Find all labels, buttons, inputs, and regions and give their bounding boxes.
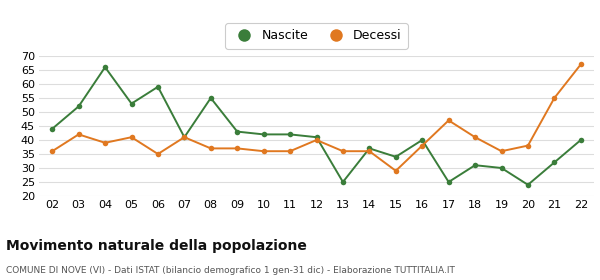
Decessi bbox=[313, 138, 320, 142]
Decessi bbox=[286, 150, 293, 153]
Nascite bbox=[233, 130, 241, 133]
Decessi bbox=[207, 147, 214, 150]
Decessi bbox=[551, 96, 558, 100]
Decessi bbox=[340, 150, 347, 153]
Nascite bbox=[101, 66, 109, 69]
Nascite bbox=[419, 138, 426, 142]
Decessi bbox=[128, 136, 135, 139]
Decessi bbox=[524, 144, 532, 147]
Nascite bbox=[49, 127, 56, 130]
Nascite bbox=[181, 136, 188, 139]
Decessi bbox=[392, 169, 400, 172]
Decessi bbox=[498, 150, 505, 153]
Decessi bbox=[577, 63, 584, 66]
Decessi bbox=[154, 152, 161, 156]
Nascite bbox=[472, 164, 479, 167]
Nascite bbox=[207, 96, 214, 100]
Nascite bbox=[524, 183, 532, 186]
Nascite bbox=[498, 166, 505, 170]
Nascite bbox=[286, 133, 293, 136]
Text: COMUNE DI NOVE (VI) - Dati ISTAT (bilancio demografico 1 gen-31 dic) - Elaborazi: COMUNE DI NOVE (VI) - Dati ISTAT (bilanc… bbox=[6, 266, 455, 275]
Nascite bbox=[577, 138, 584, 142]
Nascite bbox=[128, 102, 135, 105]
Decessi bbox=[472, 136, 479, 139]
Nascite bbox=[75, 105, 82, 108]
Decessi bbox=[419, 144, 426, 147]
Decessi bbox=[181, 136, 188, 139]
Nascite bbox=[392, 155, 400, 158]
Decessi bbox=[366, 150, 373, 153]
Decessi bbox=[445, 119, 452, 122]
Nascite bbox=[340, 180, 347, 184]
Decessi bbox=[260, 150, 267, 153]
Decessi bbox=[233, 147, 241, 150]
Decessi bbox=[49, 150, 56, 153]
Line: Decessi: Decessi bbox=[49, 62, 584, 174]
Decessi bbox=[75, 133, 82, 136]
Nascite bbox=[260, 133, 267, 136]
Nascite bbox=[154, 85, 161, 88]
Decessi bbox=[101, 141, 109, 144]
Text: Movimento naturale della popolazione: Movimento naturale della popolazione bbox=[6, 239, 307, 253]
Legend: Nascite, Decessi: Nascite, Decessi bbox=[225, 23, 408, 48]
Line: Nascite: Nascite bbox=[49, 64, 584, 188]
Nascite bbox=[313, 136, 320, 139]
Nascite bbox=[551, 161, 558, 164]
Nascite bbox=[445, 180, 452, 184]
Nascite bbox=[366, 147, 373, 150]
